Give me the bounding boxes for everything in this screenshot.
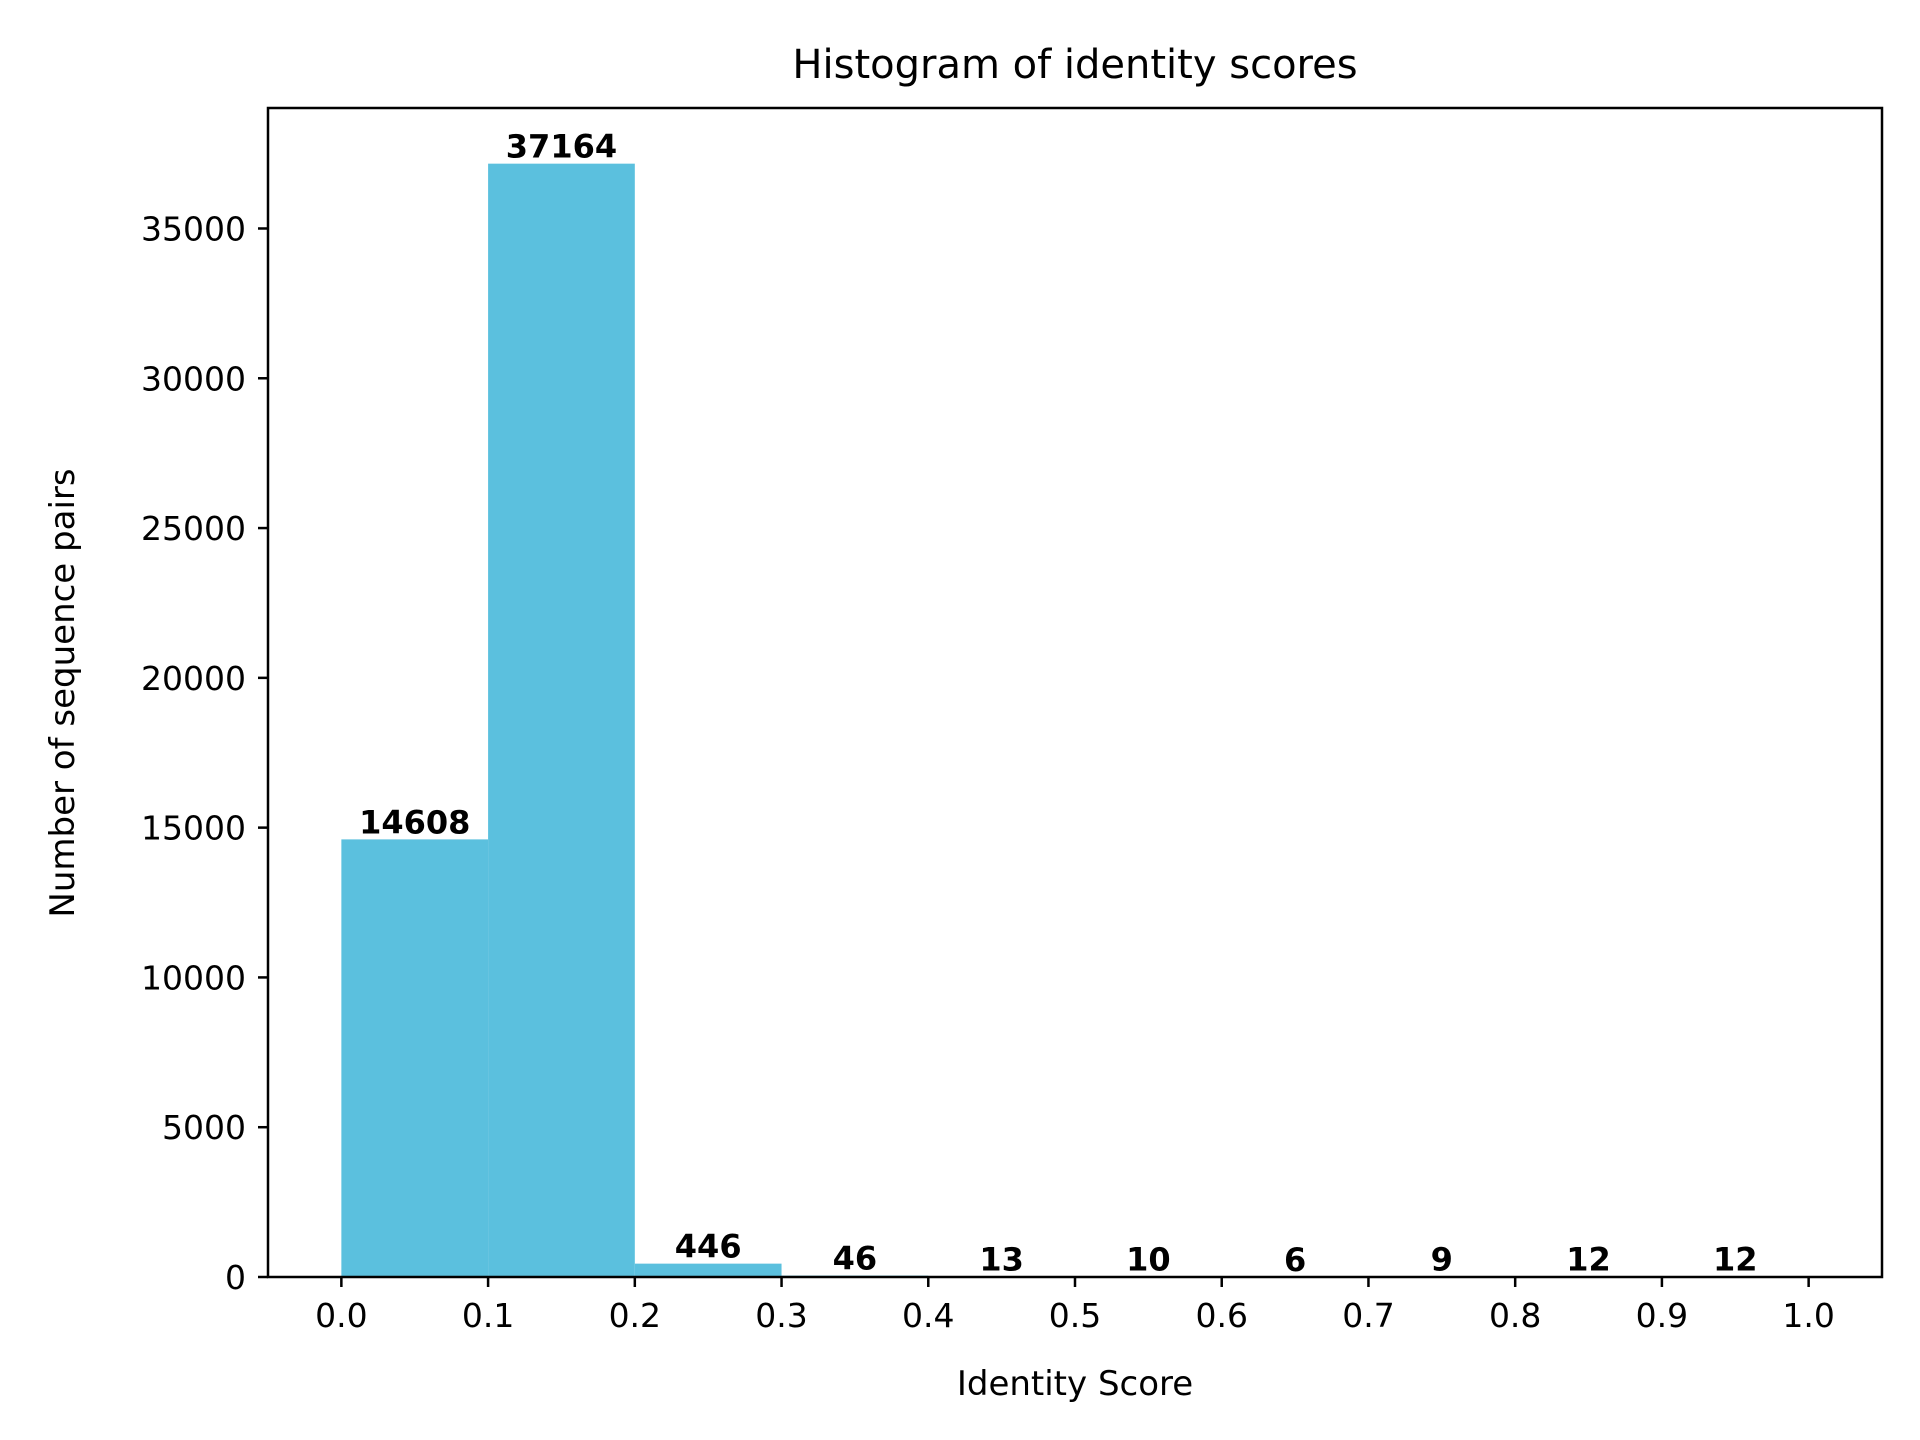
- x-tick-label: 0.0: [315, 1296, 367, 1335]
- y-tick-label: 20000: [141, 659, 246, 698]
- y-tick-label: 15000: [141, 809, 246, 848]
- x-tick-label: 1.0: [1782, 1296, 1834, 1335]
- chart-title: Histogram of identity scores: [792, 42, 1357, 88]
- y-tick-label: 30000: [141, 359, 246, 398]
- x-tick-label: 0.3: [755, 1296, 807, 1335]
- y-axis-ticks: 0 5000 10000 15000 20000 25000 30000 35000: [141, 209, 268, 1297]
- bar-value-label: 46: [833, 1240, 878, 1278]
- bar-value-label: 14608: [359, 803, 470, 841]
- x-axis-label: Identity Score: [957, 1364, 1193, 1404]
- y-tick-label: 25000: [141, 509, 246, 548]
- bar-value-label: 6: [1284, 1241, 1306, 1279]
- bars-layer: [341, 163, 1809, 1277]
- histogram-bar: [341, 839, 489, 1277]
- y-tick-label: 35000: [141, 209, 246, 248]
- y-axis-label: Number of sequence pairs: [43, 468, 83, 917]
- x-tick-label: 0.8: [1489, 1296, 1541, 1335]
- x-tick-label: 0.1: [462, 1296, 514, 1335]
- x-tick-label: 0.2: [609, 1296, 661, 1335]
- bar-value-label: 37164: [506, 128, 617, 166]
- x-tick-label: 0.6: [1195, 1296, 1247, 1335]
- histogram-bar: [634, 1263, 782, 1277]
- x-tick-label: 0.9: [1636, 1296, 1688, 1335]
- bar-value-label: 10: [1126, 1241, 1171, 1279]
- bar-value-label: 12: [1566, 1241, 1611, 1279]
- histogram-bar: [488, 163, 635, 1277]
- y-tick-label: 10000: [141, 958, 246, 997]
- x-tick-label: 0.7: [1342, 1296, 1394, 1335]
- bar-value-label: 12: [1713, 1241, 1758, 1279]
- bar-value-label: 13: [979, 1241, 1024, 1279]
- x-axis-ticks: 0.0 0.1 0.2 0.3 0.4 0.5 0.6 0.7 0.8 0.9 1.0: [315, 1277, 1835, 1335]
- y-tick-label: 5000: [162, 1108, 246, 1147]
- y-tick-label: 0: [225, 1258, 246, 1297]
- bar-value-label: 9: [1431, 1241, 1453, 1279]
- data-labels-layer: 14608 37164 446 46 13 10 6 9 12 12: [359, 128, 1757, 1279]
- bar-value-label: 446: [675, 1228, 742, 1266]
- x-tick-label: 0.5: [1049, 1296, 1101, 1335]
- x-tick-label: 0.4: [902, 1296, 954, 1335]
